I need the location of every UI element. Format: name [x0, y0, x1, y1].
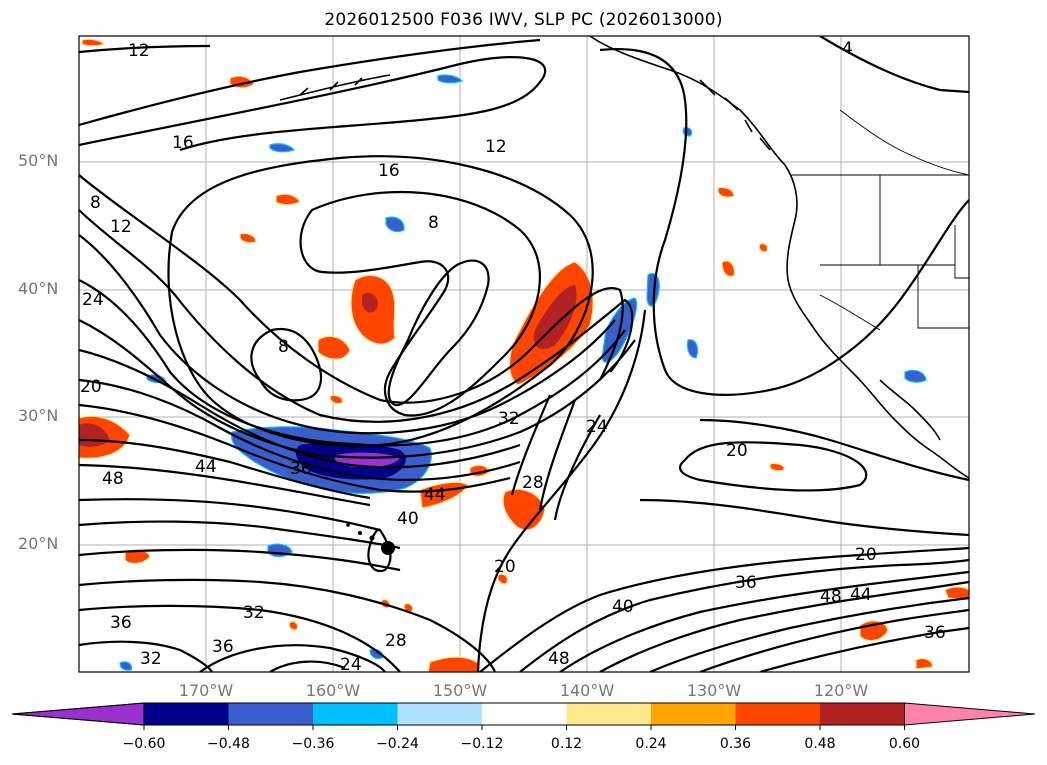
- contour-label: 40: [397, 509, 419, 529]
- contour-label: 12: [110, 217, 132, 237]
- colorbar-tick-label: 0.12: [550, 736, 583, 752]
- hawaii-islands: [346, 523, 395, 555]
- colorbar-segment: [397, 703, 482, 725]
- contour-label: 20: [494, 557, 516, 577]
- colorbar-tick-label: −0.12: [460, 736, 504, 752]
- political-borders: [790, 109, 969, 331]
- contour-label: 36: [924, 623, 946, 643]
- colorbar-tick-label: 0.48: [804, 736, 836, 752]
- colorbar-segment: [566, 703, 651, 725]
- contour-label: 24: [82, 290, 104, 310]
- contour-label: 8: [278, 337, 289, 357]
- contour-label: 24: [340, 655, 362, 675]
- contour-label: 48: [820, 587, 842, 607]
- contour-label: 20: [726, 441, 748, 461]
- colorbar-segment: [228, 703, 313, 725]
- contour-label: 36: [212, 637, 234, 657]
- colorbar-tick-label: 0.24: [635, 736, 667, 752]
- lat-label: 40°N: [18, 279, 59, 298]
- lon-label: 150°W: [432, 681, 488, 700]
- colorbar-tick-label: −0.60: [122, 736, 166, 752]
- contour-label: 28: [522, 473, 544, 493]
- contour-label: 44: [850, 585, 872, 605]
- contour-label: 48: [102, 469, 124, 489]
- contour-label: 8: [428, 213, 439, 233]
- contour-label: 32: [243, 603, 265, 623]
- colorbar-segment: [820, 703, 905, 725]
- contour-label: 40: [612, 597, 634, 617]
- contour-label: 44: [424, 485, 446, 505]
- colorbar-segment: [651, 703, 736, 725]
- lon-label: 140°W: [559, 681, 615, 700]
- colorbar-segment: [735, 703, 820, 725]
- contour-label: 36: [110, 613, 132, 633]
- colorbar-max-extension: [904, 703, 1035, 725]
- contour-label: 36: [735, 573, 757, 593]
- contour-label: 12: [485, 137, 507, 157]
- colorbar: [11, 702, 1036, 730]
- contour-label: 32: [498, 409, 520, 429]
- lat-label: 50°N: [18, 151, 59, 170]
- colorbar-segment: [482, 703, 567, 725]
- contour-labels: 12 4 16 12 16 8 8 12 24 8 20 32 24 20 44…: [80, 39, 946, 675]
- colorbar-tick-label: 0.36: [719, 736, 752, 752]
- plot-frame: [78, 35, 970, 673]
- lon-label: 170°W: [178, 681, 234, 700]
- coastline: [279, 36, 969, 479]
- lat-label: 20°N: [18, 534, 59, 553]
- lon-label: 120°W: [813, 681, 869, 700]
- contour-label: 36: [290, 459, 312, 479]
- contour-label: 28: [385, 631, 407, 651]
- contour-label: 20: [80, 377, 102, 397]
- lat-label: 30°N: [18, 406, 59, 425]
- contour-label: 8: [90, 193, 101, 213]
- contour-label: 16: [172, 133, 194, 153]
- colorbar-tick-label: −0.24: [376, 736, 419, 752]
- lon-label: 130°W: [686, 681, 742, 700]
- lon-label: 160°W: [305, 681, 361, 700]
- contour-label: 20: [855, 545, 877, 565]
- contour-label: 24: [586, 417, 608, 437]
- colorbar-tick-label: −0.48: [207, 736, 250, 752]
- slp-contours: [79, 36, 969, 672]
- contour-label: 32: [140, 649, 162, 669]
- contour-label: 48: [548, 649, 570, 669]
- colorbar-tick-label: 0.60: [888, 736, 921, 752]
- map-title: 2026012500 F036 IWV, SLP PC (2026013000): [324, 10, 723, 30]
- contour-label: 12: [128, 41, 150, 61]
- contour-label: 44: [195, 457, 217, 477]
- colorbar-segment: [144, 703, 229, 725]
- colorbar-min-extension: [11, 702, 145, 726]
- colorbar-tick-label: −0.36: [291, 736, 335, 752]
- contour-label: 16: [378, 161, 400, 181]
- positive-anomaly-fills: [79, 38, 969, 672]
- colorbar-segment: [313, 703, 398, 725]
- contour-label: 4: [842, 39, 853, 59]
